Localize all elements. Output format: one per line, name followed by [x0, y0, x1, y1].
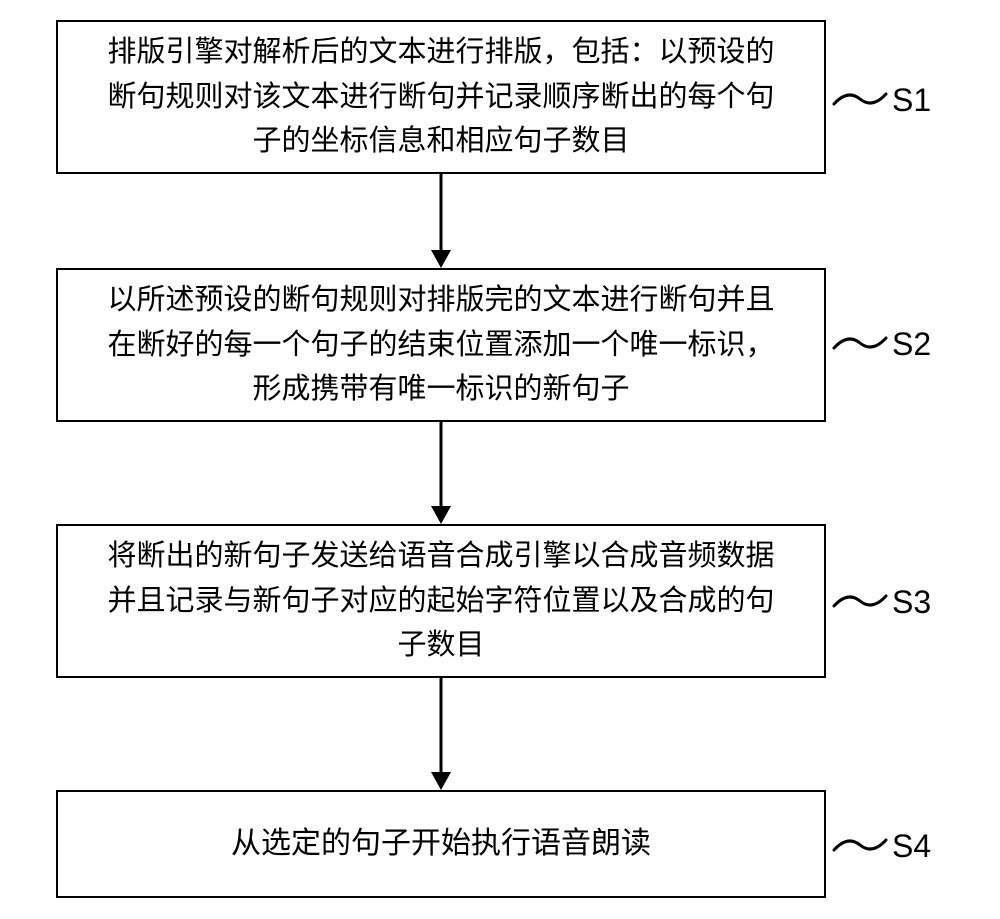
arrow-head-s3-s4	[431, 772, 451, 790]
arrow-line-s3-s4	[440, 678, 443, 772]
step-text-s1: 排版引擎对解析后的文本进行排版，包括：以预设的 断句规则对该文本进行断句并记录顺…	[107, 30, 774, 165]
arrow-line-s2-s3	[440, 422, 443, 506]
step-box-s4: 从选定的句子开始执行语音朗读	[56, 790, 826, 898]
connector-tilde-s4	[832, 832, 888, 863]
step-text-s2: 以所述预设的断句规则对排版完的文本进行断句并且 在断好的每一个句子的结束位置添加…	[107, 278, 774, 413]
step-label-s1: S1	[892, 82, 931, 119]
step-box-s3: 将断出的新句子发送给语音合成引擎以合成音频数据 并且记录与新句子对应的起始字符位…	[56, 524, 826, 678]
connector-tilde-s2	[832, 330, 888, 361]
arrow-line-s1-s2	[440, 174, 443, 250]
step-box-s1: 排版引擎对解析后的文本进行排版，包括：以预设的 断句规则对该文本进行断句并记录顺…	[56, 20, 826, 174]
step-label-s4: S4	[892, 828, 931, 865]
step-text-s3: 将断出的新句子发送给语音合成引擎以合成音频数据 并且记录与新句子对应的起始字符位…	[107, 534, 774, 669]
step-box-s2: 以所述预设的断句规则对排版完的文本进行断句并且 在断好的每一个句子的结束位置添加…	[56, 268, 826, 422]
arrow-head-s2-s3	[431, 506, 451, 524]
arrow-head-s1-s2	[431, 250, 451, 268]
step-label-s3: S3	[892, 584, 931, 621]
flowchart-canvas: 排版引擎对解析后的文本进行排版，包括：以预设的 断句规则对该文本进行断句并记录顺…	[0, 0, 1000, 919]
step-label-s2: S2	[892, 326, 931, 363]
step-text-s4: 从选定的句子开始执行语音朗读	[231, 821, 651, 868]
connector-tilde-s1	[832, 86, 888, 117]
connector-tilde-s3	[832, 588, 888, 619]
